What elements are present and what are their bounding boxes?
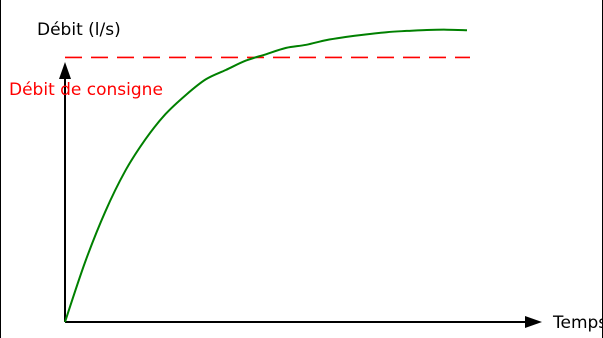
y-axis-arrow (59, 62, 71, 79)
series-line-0 (64, 28, 468, 323)
frame-left-border (0, 0, 1, 338)
y-axis-label: Débit (l/s) (37, 20, 121, 40)
x-axis-label: Temps (553, 313, 603, 333)
setpoint-label: Débit de consigne (9, 80, 163, 100)
x-axis-arrow (525, 316, 542, 328)
